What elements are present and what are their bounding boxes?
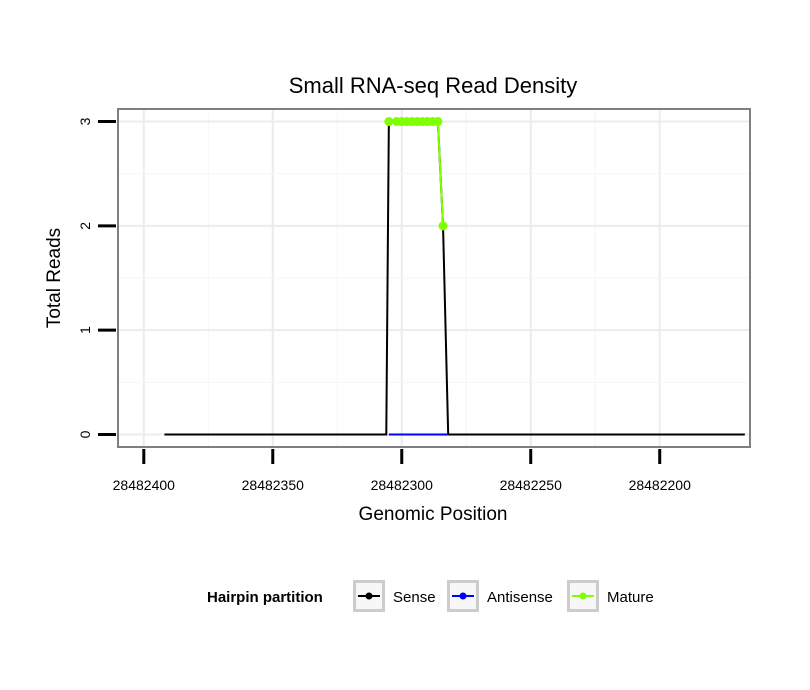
x-tick-label: 28482200	[629, 477, 692, 493]
x-axis-label: Genomic Position	[359, 504, 508, 525]
legend-label-mature: Mature	[607, 589, 654, 606]
axes: 28482400 28482350 28482300 28482250 28482200…	[77, 117, 691, 493]
x-tick-label: 28482300	[371, 477, 434, 493]
x-tick-label: 28482400	[113, 477, 176, 493]
chart-title: Small RNA-seq Read Density	[289, 73, 578, 98]
data-point-mature	[384, 117, 394, 127]
data-point-mature	[438, 221, 448, 231]
legend-title: Hairpin partition	[207, 589, 323, 606]
y-tick-label: 2	[77, 222, 93, 230]
y-tick-label: 1	[77, 326, 93, 334]
x-tick-label: 28482350	[242, 477, 305, 493]
data-series	[164, 117, 745, 436]
legend-label-antisense: Antisense	[487, 589, 553, 606]
plot-panel-border	[117, 108, 751, 448]
data-point-mature	[433, 117, 443, 127]
legend-key-antisense	[447, 580, 479, 612]
legend: Hairpin partition Sense Antisense Mature	[0, 578, 810, 618]
x-tick-label: 28482250	[500, 477, 563, 493]
y-axis-label: Total Reads	[44, 228, 65, 328]
legend-key-mature	[567, 580, 599, 612]
grid-lines	[118, 109, 750, 447]
y-tick-label: 3	[77, 117, 93, 125]
legend-key-sense	[353, 580, 385, 612]
legend-label-sense: Sense	[393, 589, 436, 606]
y-tick-label: 0	[77, 430, 93, 438]
